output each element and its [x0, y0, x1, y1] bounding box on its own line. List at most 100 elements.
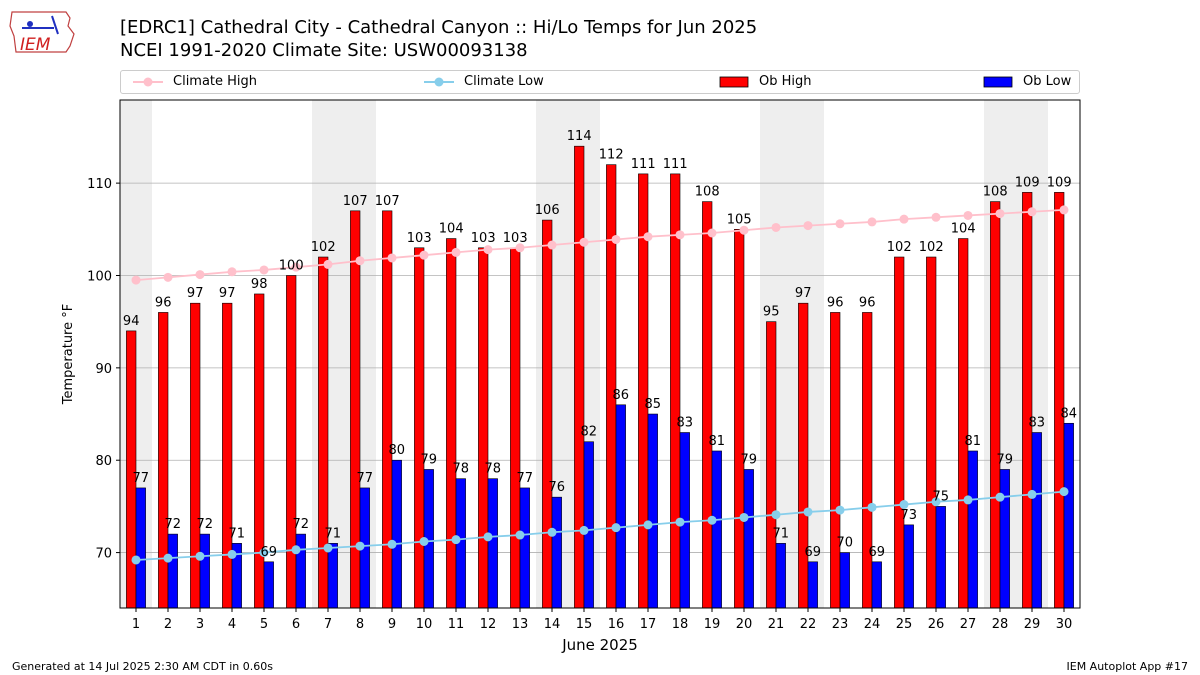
legend-item-climate-high: Climate High	[133, 74, 257, 89]
ob-high-label: 102	[311, 240, 336, 255]
climate-low-point	[323, 543, 333, 553]
ob-low-label: 78	[453, 462, 470, 477]
climate-high-point	[227, 267, 237, 277]
ob-low-bar	[647, 413, 658, 609]
climate-high-point	[451, 247, 461, 257]
ob-low-label: 77	[517, 471, 534, 486]
ob-high-bar	[478, 247, 489, 609]
ob-low-label: 79	[421, 452, 438, 467]
iowa-outline-icon	[9, 11, 75, 53]
climate-low-point	[355, 541, 365, 551]
climate-low-point	[419, 536, 429, 546]
climate-low-point	[451, 535, 461, 545]
ob-low-label: 72	[197, 517, 214, 532]
ob-high-bar	[542, 219, 553, 609]
climate-high-point	[547, 240, 557, 250]
climate-low-point	[227, 549, 237, 559]
ob-low-bar	[807, 561, 818, 609]
ob-low-bar	[327, 543, 338, 609]
ob-high-label: 103	[407, 231, 432, 246]
ob-high-label: 112	[599, 148, 624, 163]
legend-swatch-climate-low	[424, 77, 454, 86]
ob-low-label: 79	[741, 452, 758, 467]
y-tick-label: 90	[95, 362, 112, 377]
ob-high-label: 111	[663, 157, 688, 172]
ob-high-bar	[990, 201, 1001, 609]
climate-low-point	[611, 523, 621, 533]
ob-low-bar	[1031, 432, 1042, 609]
climate-high-point	[611, 234, 621, 244]
ob-high-label: 106	[535, 203, 560, 218]
ob-low-bar	[167, 533, 178, 609]
chart-title: [EDRC1] Cathedral City - Cathedral Canyo…	[120, 17, 758, 38]
ob-low-label: 69	[869, 545, 886, 560]
x-tick-label: 7	[324, 617, 332, 632]
climate-low-point	[835, 505, 845, 515]
climate-low-point	[195, 551, 205, 561]
ob-high-label: 103	[503, 231, 528, 246]
iem-logo: IEM	[9, 11, 75, 55]
climate-high-point	[963, 210, 973, 220]
ob-low-label: 71	[229, 526, 246, 541]
ob-high-label: 108	[983, 185, 1008, 200]
ob-low-bar	[711, 450, 722, 609]
x-tick-label: 5	[260, 617, 268, 632]
ob-low-label: 86	[613, 388, 630, 403]
y-tick-label: 70	[95, 547, 112, 562]
x-tick-label: 9	[388, 617, 396, 632]
climate-high-point	[1027, 207, 1037, 217]
ob-low-bar	[935, 506, 946, 609]
climate-low-point	[771, 510, 781, 520]
ob-low-bar	[519, 487, 530, 609]
x-tick-label: 17	[640, 617, 657, 632]
legend-label-ob-low: Ob Low	[1023, 74, 1072, 89]
ob-low-label: 72	[293, 517, 310, 532]
x-tick-label: 8	[356, 617, 364, 632]
climate-low-point	[1059, 487, 1069, 497]
x-tick-label: 22	[800, 617, 817, 632]
ob-high-label: 111	[631, 157, 656, 172]
ob-low-label: 75	[933, 489, 950, 504]
ob-high-bar	[158, 312, 169, 609]
ob-high-bar	[606, 164, 617, 609]
ob-high-label: 108	[695, 185, 720, 200]
climate-low-point	[163, 553, 173, 563]
climate-low-point	[803, 507, 813, 517]
ob-high-bar	[1054, 192, 1065, 609]
x-tick-label: 10	[416, 617, 433, 632]
x-tick-label: 4	[228, 617, 236, 632]
ob-high-bar	[510, 247, 521, 609]
legend: Climate High Climate Low Ob High Ob Low	[120, 70, 1080, 94]
climate-high-line	[135, 209, 1065, 282]
ob-low-label: 72	[165, 517, 182, 532]
climate-high-point	[579, 237, 589, 247]
ob-high-bar	[574, 145, 585, 609]
climate-low-point	[515, 530, 525, 540]
climate-high-point	[739, 225, 749, 235]
ob-low-label: 71	[773, 526, 790, 541]
ob-low-label: 81	[965, 434, 982, 449]
x-tick-label: 26	[928, 617, 945, 632]
climate-low-point	[643, 520, 653, 530]
ob-high-bar	[958, 238, 969, 609]
ob-low-label: 69	[805, 545, 822, 560]
x-tick-label: 19	[704, 617, 721, 632]
climate-low-line	[135, 490, 1065, 561]
plot-frame	[119, 99, 1081, 609]
ob-low-label: 82	[581, 425, 598, 440]
ob-low-bar	[1063, 422, 1074, 609]
climate-low-point	[739, 512, 749, 522]
ob-low-label: 76	[549, 480, 566, 495]
chart-subtitle: NCEI 1991-2020 Climate Site: USW00093138	[120, 40, 528, 61]
ob-high-bar	[318, 256, 329, 609]
ob-high-bar	[254, 293, 265, 609]
x-tick-label: 30	[1056, 617, 1073, 632]
ob-low-bar	[295, 533, 306, 609]
ob-low-label: 77	[133, 471, 150, 486]
ob-high-bar	[798, 302, 809, 609]
ob-high-bar	[862, 312, 873, 609]
climate-high-point	[1059, 205, 1069, 215]
climate-high-point	[259, 265, 269, 275]
legend-swatch-ob-high	[719, 76, 749, 87]
ob-low-bar	[967, 450, 978, 609]
